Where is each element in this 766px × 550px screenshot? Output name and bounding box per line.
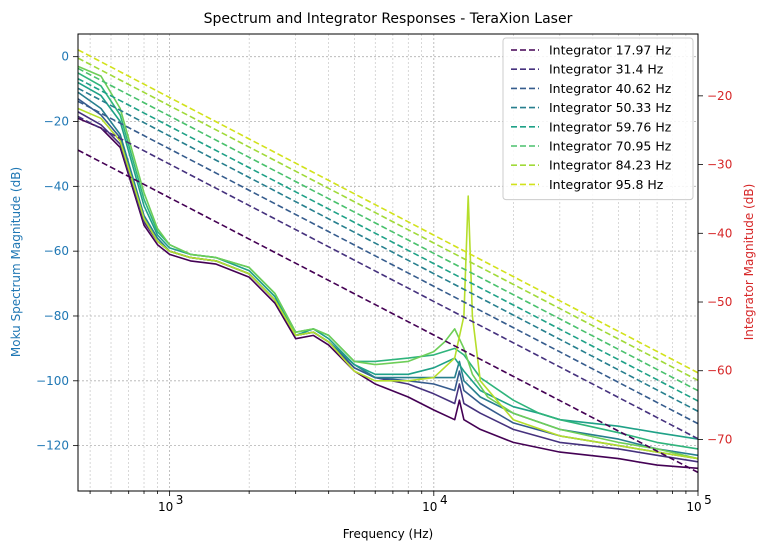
spectrum-series-line-7 bbox=[78, 65, 698, 460]
legend-entry-label: Integrator 70.95 Hz bbox=[549, 139, 672, 154]
y-left-tick-label: −120 bbox=[36, 439, 69, 453]
y-left-tick-label: −100 bbox=[36, 374, 69, 388]
x-axis: 10 3 10 4 10 5 bbox=[89, 491, 712, 514]
legend-box bbox=[502, 37, 694, 201]
legend-entry-label: Integrator 59.76 Hz bbox=[549, 119, 672, 134]
y-left-tick-label: −40 bbox=[44, 179, 69, 193]
legend-entry-label: Integrator 50.33 Hz bbox=[549, 100, 672, 115]
y-right-tick-label: −70 bbox=[707, 432, 732, 446]
x-tick-label: 10 bbox=[686, 500, 701, 514]
y-right-tick-label: −60 bbox=[707, 364, 732, 378]
y-axis-left-label: Moku Spectrum Magnitude (dB) bbox=[9, 167, 23, 357]
x-tick-exponent: 4 bbox=[440, 493, 448, 507]
spectrum-series-line-1 bbox=[78, 117, 698, 470]
y-left-tick-label: −60 bbox=[44, 244, 69, 258]
spectrum-series-layer bbox=[78, 65, 698, 470]
x-tick-label: 10 bbox=[422, 500, 437, 514]
x-tick-exponent: 5 bbox=[704, 493, 712, 507]
y-right-tick-label: −40 bbox=[707, 226, 732, 240]
y-right-tick-label: −30 bbox=[707, 158, 732, 172]
y-left-tick-label: −80 bbox=[44, 309, 69, 323]
y-axis-left: 0 −20 −40 −60 −80 −100 −120 bbox=[36, 50, 78, 453]
legend-entry-label: Integrator 84.23 Hz bbox=[549, 158, 672, 173]
x-tick-exponent: 3 bbox=[176, 493, 184, 507]
spectrum-series-line-5 bbox=[78, 81, 698, 440]
legend-entry-label: Integrator 40.62 Hz bbox=[549, 81, 672, 96]
y-left-tick-label: −20 bbox=[44, 115, 69, 129]
x-tick-label: 10 bbox=[158, 500, 173, 514]
y-axis-right-label: Integrator Magnitude (dB) bbox=[742, 184, 756, 341]
spectrum-series-line-8 bbox=[78, 107, 698, 460]
legend-entry-label: Integrator 17.97 Hz bbox=[549, 43, 672, 58]
y-left-tick-label: 0 bbox=[61, 50, 69, 64]
y-right-tick-label: −50 bbox=[707, 295, 732, 309]
y-axis-right: −20 −30 −40 −50 −60 −70 bbox=[698, 89, 732, 446]
legend: Integrator 17.97 Hz Integrator 31.4 Hz Int… bbox=[502, 37, 694, 201]
x-axis-label: Frequency (Hz) bbox=[343, 527, 434, 541]
plot-frame bbox=[77, 33, 699, 492]
legend-entry-label: Integrator 31.4 Hz bbox=[549, 62, 664, 77]
legend-entry-label: Integrator 95.8 Hz bbox=[549, 177, 664, 192]
y-right-tick-label: −20 bbox=[707, 89, 732, 103]
chart-title: Spectrum and Integrator Responses - Tera… bbox=[204, 11, 573, 27]
